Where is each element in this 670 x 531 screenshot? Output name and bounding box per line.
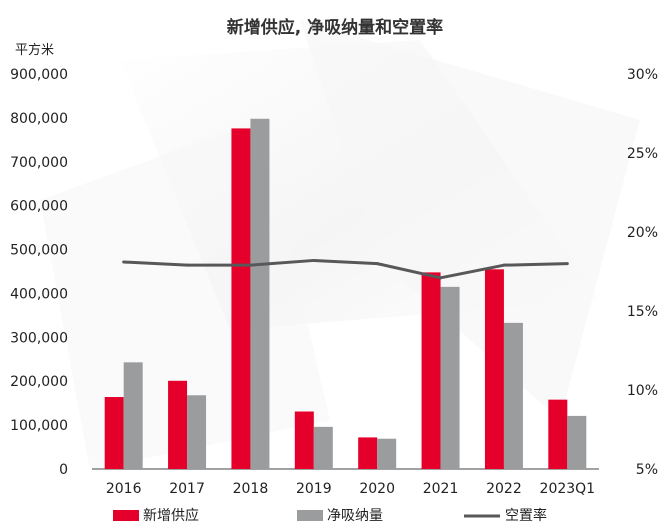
legend-label-absorption: 净吸纳量 (327, 508, 383, 524)
bar-supply (548, 399, 568, 469)
x-tick-label: 2021 (423, 481, 459, 497)
vacancy-point (312, 258, 316, 262)
left-axis-ticks: 0 100,000 200,000 300,000 400,000 500,000 600,… (10, 67, 68, 478)
bar-absorption (250, 118, 270, 470)
bar-supply (358, 437, 378, 469)
x-tick-label: 2020 (359, 481, 395, 497)
legend-swatch-supply (113, 510, 139, 521)
vacancy-point (248, 263, 252, 267)
bar-absorption (313, 426, 333, 469)
x-tick-label: 2019 (296, 481, 332, 497)
chart-title: 新增供应, 净吸纳量和空置率 (227, 17, 443, 38)
bar-supply (104, 397, 124, 469)
bar-supply (231, 128, 251, 469)
left-tick-label: 300,000 (10, 330, 68, 346)
bar-supply (484, 269, 504, 469)
bar-absorption (377, 438, 397, 469)
vacancy-point (439, 276, 443, 280)
bar-supply (168, 380, 188, 469)
left-tick-label: 400,000 (10, 286, 68, 302)
left-tick-label: 200,000 (10, 374, 68, 390)
bar-supply (294, 411, 314, 469)
bar-absorption (123, 362, 143, 469)
x-tick-label: 2023Q1 (540, 481, 596, 497)
vacancy-point (185, 263, 189, 267)
vacancy-rate-line (123, 258, 568, 280)
left-tick-label: 100,000 (10, 418, 68, 434)
bar-absorption (567, 415, 587, 469)
y-axis-unit-label: 平方米 (15, 42, 54, 58)
bars (104, 118, 587, 470)
x-tick-label: 2016 (106, 481, 142, 497)
x-tick-label: 2022 (486, 481, 522, 497)
left-tick-label: 900,000 (10, 67, 68, 83)
legend-label-vacancy: 空置率 (505, 507, 547, 524)
vacancy-point (122, 260, 126, 264)
vacancy-point (375, 262, 379, 266)
left-tick-label: 600,000 (10, 199, 68, 215)
right-tick-label: 5% (636, 462, 658, 478)
bar-absorption (187, 395, 207, 469)
x-tick-label: 2018 (233, 481, 269, 497)
x-tick-label: 2017 (169, 481, 205, 497)
legend-label-supply: 新增供应 (143, 507, 199, 524)
vacancy-point (565, 262, 569, 266)
bar-absorption (440, 286, 460, 469)
left-tick-label: 0 (59, 462, 68, 478)
bar-supply (421, 272, 441, 469)
right-tick-label: 30% (627, 67, 658, 83)
legend-swatch-absorption (297, 510, 323, 521)
legend: 新增供应 净吸纳量 空置率 (113, 507, 547, 524)
right-tick-label: 15% (627, 304, 658, 320)
right-tick-label: 10% (627, 383, 658, 399)
left-tick-label: 700,000 (10, 155, 68, 171)
right-tick-label: 25% (627, 146, 658, 162)
left-tick-label: 800,000 (10, 111, 68, 127)
left-tick-label: 500,000 (10, 243, 68, 259)
right-tick-label: 20% (627, 225, 658, 241)
right-axis-ticks: 5% 10% 15% 20% 25% 30% (627, 67, 658, 478)
vacancy-point (502, 263, 506, 267)
x-axis-labels: 2016 2017 2018 2019 2020 2021 2022 2023Q1 (106, 481, 595, 497)
bar-absorption (503, 322, 523, 469)
vacancy-line (122, 258, 569, 280)
